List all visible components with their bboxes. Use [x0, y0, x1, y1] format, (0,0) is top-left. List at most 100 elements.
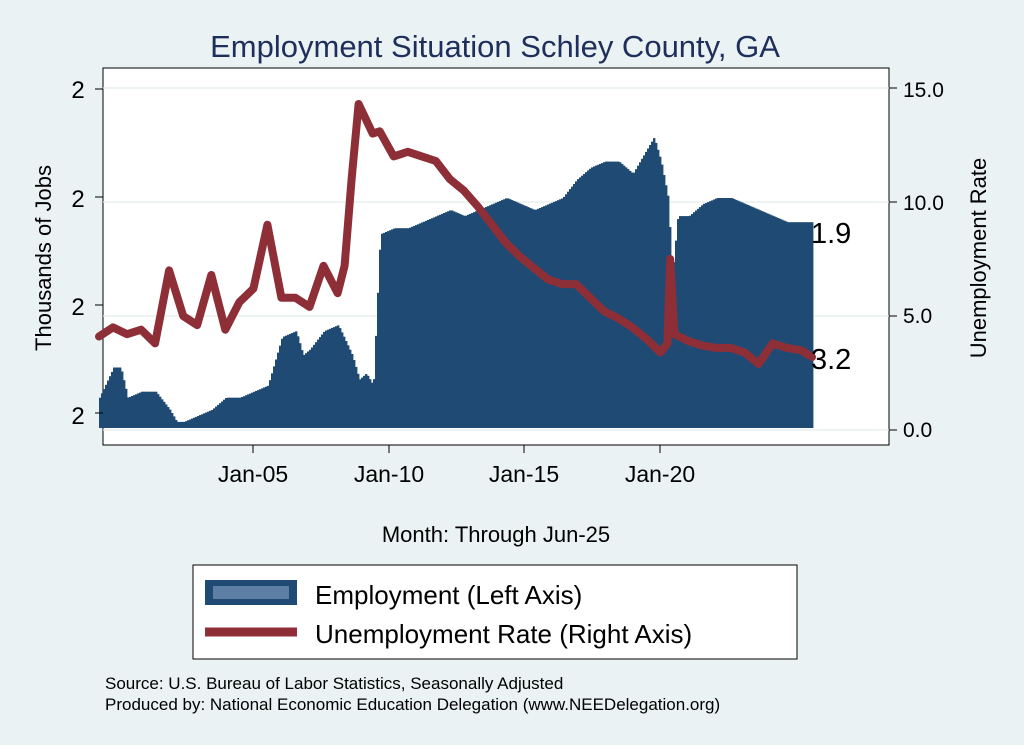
- employment-bar: [729, 198, 732, 428]
- employment-bar: [447, 211, 450, 428]
- employment-bar: [613, 161, 616, 428]
- employment-bar: [205, 412, 208, 428]
- employment-end-label: 1.9: [811, 218, 851, 250]
- employment-bar: [537, 208, 540, 428]
- employment-bar: [295, 331, 298, 428]
- employment-bar: [277, 352, 280, 428]
- employment-bar: [741, 202, 744, 428]
- employment-bar: [199, 415, 202, 428]
- unemployment-line: [95, 100, 816, 368]
- employment-bar: [369, 379, 372, 428]
- employment-bar: [471, 213, 474, 428]
- employment-bar: [259, 389, 262, 428]
- x-tick-label: Jan-20: [625, 461, 695, 487]
- employment-bar: [103, 389, 106, 428]
- unemployment-line-layer: [95, 100, 816, 368]
- employment-bar: [351, 354, 354, 428]
- producer-note: Produced by: National Economic Education…: [105, 695, 720, 714]
- employment-bar: [407, 228, 410, 428]
- employment-bar: [285, 335, 288, 428]
- employment-bar: [241, 397, 244, 428]
- employment-bar: [621, 164, 624, 428]
- employment-bar: [415, 225, 418, 428]
- employment-bar: [287, 334, 290, 428]
- employment-bar: [785, 221, 788, 428]
- employment-bar: [493, 203, 496, 428]
- y-left-axis-title: Thousands of Jobs: [31, 165, 56, 351]
- employment-bar: [457, 213, 460, 428]
- employment-bar: [601, 163, 604, 428]
- employment-bar: [265, 386, 268, 428]
- employment-bar: [549, 203, 552, 428]
- employment-bar: [781, 219, 784, 428]
- employment-bar: [305, 353, 308, 428]
- employment-bar: [361, 377, 364, 428]
- employment-bar: [753, 207, 756, 428]
- employment-bar: [177, 421, 180, 428]
- employment-bar: [221, 401, 224, 428]
- employment-bar: [465, 215, 468, 428]
- legend-label-employment: Employment (Left Axis): [315, 580, 582, 610]
- employment-bar: [691, 214, 694, 428]
- employment-bar: [125, 388, 128, 428]
- employment-bar: [263, 387, 266, 428]
- employment-bar: [239, 397, 242, 428]
- employment-bar: [505, 198, 508, 428]
- employment-bar: [151, 391, 154, 428]
- employment-bar: [687, 216, 690, 428]
- employment-bar: [715, 198, 718, 428]
- employment-bar: [425, 220, 428, 428]
- employment-bar: [565, 194, 568, 428]
- employment-bar: [145, 391, 148, 428]
- employment-bar: [787, 222, 790, 428]
- employment-bar: [663, 175, 666, 428]
- employment-bar: [459, 214, 462, 428]
- employment-bar: [599, 163, 602, 428]
- employment-bar: [207, 411, 210, 428]
- employment-bar: [113, 367, 116, 428]
- employment-bar: [243, 396, 246, 428]
- employment-bar: [801, 222, 804, 428]
- employment-bar: [773, 216, 776, 428]
- employment-bar: [313, 344, 316, 428]
- employment-bar: [595, 165, 598, 428]
- employment-bar: [525, 206, 528, 428]
- employment-bar: [653, 138, 656, 428]
- employment-bar: [119, 367, 122, 428]
- employment-bar: [219, 403, 222, 428]
- employment-bar: [755, 208, 758, 428]
- employment-bar: [725, 198, 728, 428]
- employment-bar: [213, 408, 216, 428]
- employment-bar: [323, 331, 326, 428]
- employment-bar: [517, 202, 520, 428]
- employment-bar: [609, 161, 612, 428]
- employment-bar: [249, 393, 252, 428]
- employment-bar: [423, 221, 426, 428]
- employment-bar: [381, 233, 384, 428]
- employment-bar: [765, 212, 768, 428]
- employment-bar: [223, 399, 226, 428]
- employment-bar: [143, 391, 146, 428]
- employment-bar: [273, 366, 276, 428]
- employment-bar: [393, 228, 396, 428]
- employment-bar: [523, 205, 526, 428]
- employment-bar: [355, 366, 358, 428]
- employment-bar: [247, 394, 250, 428]
- axes: [95, 87, 897, 453]
- employment-bar: [139, 392, 142, 428]
- employment-bar: [341, 332, 344, 428]
- y-left-tick-label: 2: [71, 77, 84, 104]
- employment-bar: [353, 360, 356, 428]
- employment-bar: [417, 224, 420, 428]
- employment-bar: [515, 201, 518, 428]
- employment-bar: [217, 404, 220, 428]
- employment-bar: [245, 395, 248, 428]
- employment-bar: [723, 198, 726, 428]
- employment-bar: [649, 145, 652, 428]
- employment-bar: [497, 201, 500, 428]
- employment-bar: [467, 214, 470, 428]
- employment-bar: [641, 158, 644, 429]
- employment-bar: [721, 198, 724, 428]
- employment-bar: [779, 218, 782, 428]
- employment-bar: [615, 161, 618, 428]
